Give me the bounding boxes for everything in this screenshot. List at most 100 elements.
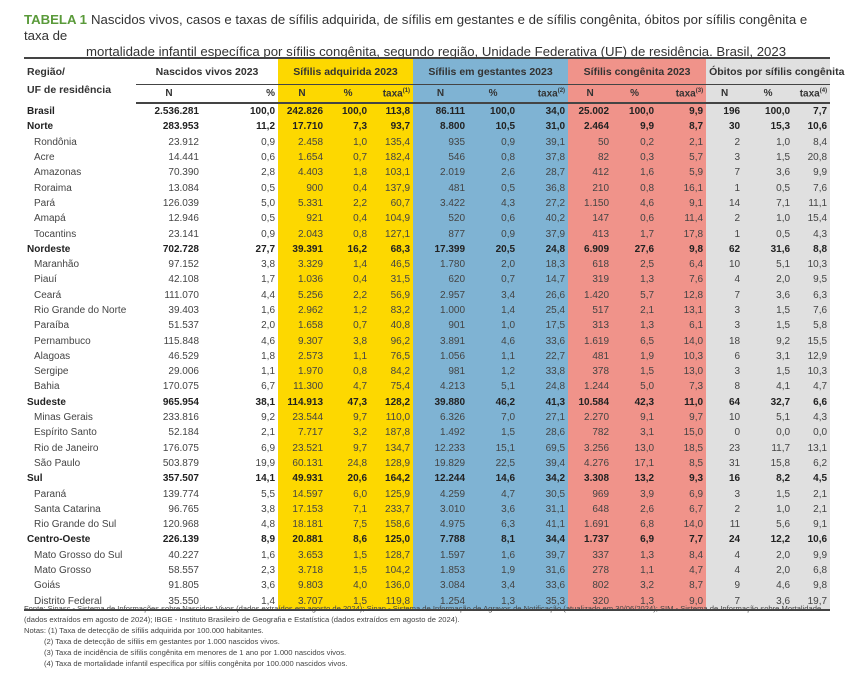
cell-congenita-taxa: 6,9 — [657, 486, 707, 502]
table-row-uf: Goiás 91.805 3,6 9.803 4,0 136,0 3.084 3,4 33,6 8… — [24, 578, 831, 594]
cell-adquirida-n: 3.707 — [278, 593, 327, 611]
note-3: (3) Taxa de incidência de sífilis congên… — [44, 648, 347, 657]
cell-obitos-pct: 9,2 — [743, 333, 794, 349]
cell-obitos-n: 23 — [706, 440, 744, 456]
cell-nascidos-n: 12.946 — [168, 213, 199, 225]
cell-adquirida-pct: 1,1 — [326, 348, 371, 365]
cell-obitos-n: 18 — [706, 333, 744, 349]
cell-adquirida-n: 2.043 — [278, 226, 327, 242]
cell-obitos-pct: 15,3 — [743, 119, 794, 135]
cell-adquirida-taxa: 93,7 — [370, 119, 414, 135]
table-row-uf: Amazonas 70.390 2,8 4.403 1,8 103,1 2.019 2,6 28… — [24, 165, 831, 181]
cell-adquirida-pct: 0,4 — [326, 272, 371, 288]
cell-gestantes-taxa: 28,6 — [518, 425, 569, 441]
cell-obitos-pct: 0,5 — [743, 226, 794, 242]
group-nascidos-vivos: Nascidos vivos 2023 — [136, 57, 279, 85]
cell-gestantes-n: 3.891 — [413, 333, 469, 349]
cell-obitos-n: 1 — [706, 180, 744, 196]
cell-gestantes-n: 4.259 — [413, 486, 469, 502]
cell-region-name: Espírito Santo — [34, 427, 97, 439]
cell-congenita-taxa: 8,7 — [657, 578, 707, 594]
cell-gestantes-taxa: 14,7 — [518, 272, 569, 288]
col-pct: % — [612, 84, 658, 104]
cell-nascidos-n: 115.848 — [163, 335, 199, 347]
col-taxa: taxa(2) — [518, 84, 569, 104]
table-row-uf: Roraima 13.084 0,5 900 0,4 137,9 481 0,5 36,8 210… — [24, 180, 831, 196]
cell-gestantes-pct: 2,6 — [468, 165, 519, 181]
cell-congenita-n: 2.464 — [568, 119, 613, 135]
cell-congenita-pct: 2,1 — [612, 302, 658, 319]
cell-obitos-pct: 2,0 — [743, 562, 794, 579]
cell-nascidos-pct: 0,9 — [261, 136, 276, 148]
cell-region-name: Bahia — [34, 381, 60, 393]
cell-congenita-taxa: 8,7 — [657, 119, 707, 135]
cell-nascidos-pct: 6,7 — [261, 381, 276, 393]
cell-nascidos-pct: 0,6 — [261, 152, 276, 164]
cell-region-name: São Paulo — [34, 457, 81, 469]
cell-obitos-taxa: 8,4 — [793, 134, 831, 150]
cell-gestantes-n: 8.800 — [413, 119, 469, 135]
cell-congenita-pct: 1,3 — [612, 547, 658, 563]
table-row-uf: Mato Grosso do Sul 40.227 1,6 3.653 1,5 128,7… — [24, 547, 831, 563]
cell-obitos-taxa: 6,8 — [793, 562, 831, 579]
cell-nascidos-pct: 38,1 — [255, 396, 276, 408]
cell-region-name: Rio de Janeiro — [34, 442, 99, 454]
cell-congenita-n: 2.270 — [568, 409, 613, 426]
col-n: N — [136, 84, 202, 104]
cell-region-name: Sudeste — [27, 396, 66, 408]
cell-congenita-pct: 4,6 — [612, 195, 658, 212]
cell-obitos-pct: 1,5 — [743, 364, 794, 380]
cell-congenita-pct: 13,0 — [612, 440, 658, 456]
cell-nascidos-n: 120.968 — [162, 519, 199, 531]
cell-gestantes-n: 935 — [413, 134, 469, 150]
cell-gestantes-pct: 1,6 — [468, 547, 519, 563]
cell-gestantes-pct: 7,0 — [468, 409, 519, 426]
cell-nascidos-n: 126.039 — [162, 197, 199, 209]
group-sifilis-gestantes: Sífilis em gestantes 2023 — [413, 57, 569, 85]
cell-region-name: Sergipe — [34, 366, 69, 378]
col-pct: % — [468, 84, 519, 104]
cell-adquirida-n: 60.131 — [278, 455, 327, 472]
cell-gestantes-n: 4.975 — [413, 517, 469, 533]
cell-obitos-n: 2 — [706, 501, 744, 518]
cell-obitos-pct: 31,6 — [743, 241, 794, 257]
cell-congenita-pct: 0,8 — [612, 180, 658, 196]
cell-obitos-pct: 7,1 — [743, 195, 794, 212]
cell-adquirida-taxa: 56,9 — [370, 287, 414, 303]
cell-obitos-taxa: 4,3 — [793, 409, 831, 426]
cell-nascidos-pct: 1,8 — [261, 350, 276, 362]
cell-gestantes-pct: 1,2 — [468, 364, 519, 380]
cell-congenita-n: 278 — [568, 562, 613, 579]
cell-adquirida-pct: 1,4 — [326, 256, 371, 273]
cell-congenita-n: 413 — [568, 226, 613, 242]
cell-congenita-n: 1.244 — [568, 379, 613, 395]
cell-gestantes-pct: 4,3 — [468, 195, 519, 212]
cell-region-name: Goiás — [34, 580, 61, 592]
cell-gestantes-taxa: 39,7 — [518, 547, 569, 563]
cell-congenita-pct: 3,2 — [612, 578, 658, 594]
cell-adquirida-taxa: 76,5 — [370, 348, 414, 365]
cell-obitos-pct: 0,0 — [743, 425, 794, 441]
cell-obitos-pct: 2,0 — [743, 547, 794, 563]
cell-adquirida-n: 5.256 — [278, 287, 327, 303]
cell-adquirida-taxa: 84,2 — [370, 364, 414, 380]
cell-congenita-taxa: 7,3 — [657, 379, 707, 395]
cell-gestantes-n: 520 — [413, 211, 469, 227]
table-row-uf: Amapá 12.946 0,5 921 0,4 104,9 520 0,6 40,2 147 0,… — [24, 211, 831, 227]
cell-gestantes-taxa: 33,6 — [518, 578, 569, 594]
cell-gestantes-taxa: 30,5 — [518, 486, 569, 502]
cell-adquirida-pct: 7,5 — [326, 517, 371, 533]
cell-congenita-taxa: 16,1 — [657, 180, 707, 196]
cell-gestantes-pct: 100,0 — [468, 103, 519, 120]
col-taxa: taxa(3) — [657, 84, 707, 104]
cell-obitos-n: 11 — [706, 517, 744, 533]
cell-gestantes-n: 1.853 — [413, 562, 469, 579]
cell-nascidos-n: 965.954 — [162, 396, 199, 408]
table-row-region: Centro-Oeste 226.139 8,9 20.881 8,6 125,0 7.78… — [24, 532, 831, 548]
cell-nascidos-pct: 6,9 — [261, 442, 276, 454]
cell-nascidos-pct: 4,6 — [261, 335, 276, 347]
cell-gestantes-pct: 2,0 — [468, 256, 519, 273]
cell-congenita-n: 481 — [568, 348, 613, 365]
group-sifilis-adquirida: Sífilis adquirida 2023 — [278, 57, 414, 85]
cell-nascidos-pct: 0,5 — [261, 182, 276, 194]
